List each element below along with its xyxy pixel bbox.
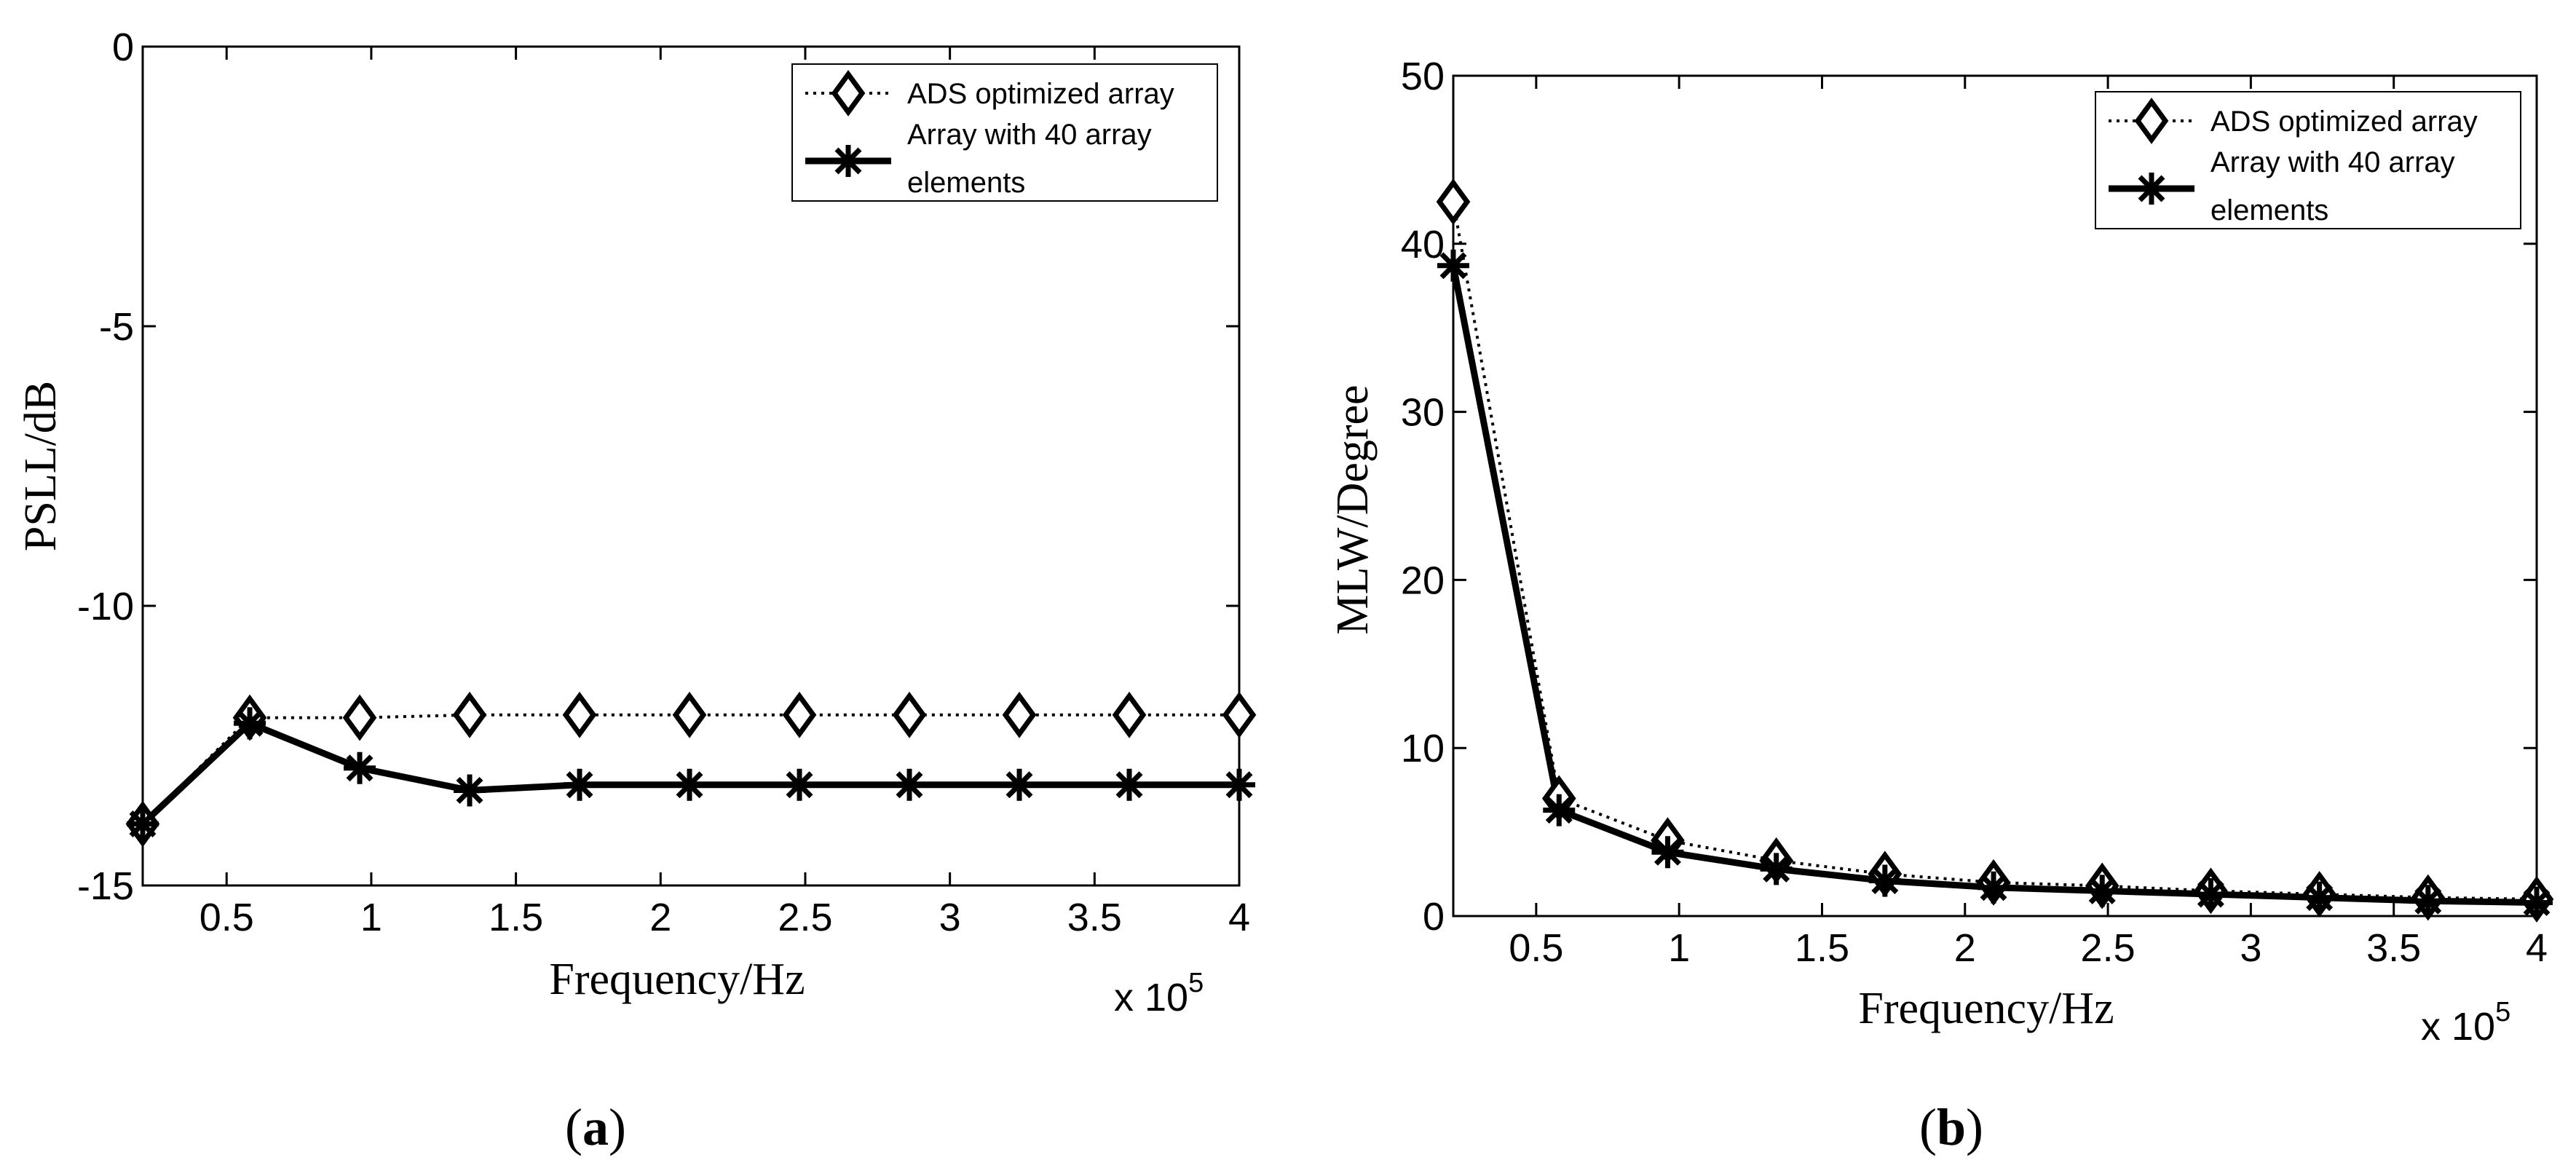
x-tick-label-a: 3.5 (1067, 896, 1122, 939)
point-diamond-a (342, 694, 377, 741)
point-diamond-a (892, 691, 927, 738)
x-tick-label-b: 2 (1954, 926, 1976, 970)
x-tick-label-a: 1 (360, 896, 382, 939)
legend-b-label-series-2-line-1: Array with 40 array (2210, 146, 2455, 178)
x-tick-label-a: 2.5 (778, 896, 832, 939)
y-tick-label-b: 50 (1401, 55, 1445, 98)
point-diamond-a (782, 691, 817, 738)
point-asterisk-a (127, 808, 159, 840)
point-diamond-a (672, 691, 707, 738)
x-tick-label-b: 1.5 (1795, 926, 1849, 970)
x-tick-label-b: 4 (2526, 926, 2548, 970)
point-diamond-a (1222, 691, 1257, 738)
x-tick-label-b: 3 (2240, 926, 2261, 970)
y-tick-label-b: 40 (1401, 223, 1445, 267)
y-tick-label-a: 0 (112, 25, 134, 69)
legend-b-marker-series-1 (2134, 98, 2169, 144)
xlabel-a: Frequency/Hz (549, 955, 805, 1004)
point-asterisk-a (1223, 768, 1255, 801)
x-multiplier-a: x 105 (1114, 968, 1204, 1019)
point-asterisk-b (2411, 885, 2444, 918)
legend-box-b (2095, 91, 2521, 229)
x-tick-label-b: 2.5 (2081, 926, 2136, 970)
x-multiplier-b: x 105 (2421, 997, 2510, 1049)
point-diamond-a (562, 691, 597, 738)
legend-b: ADS optimized array Array with 40 array … (2095, 91, 2521, 229)
ylabel-a: PSLL/dB (16, 381, 66, 551)
ylabel-b: MLW/Degree (1328, 384, 1378, 634)
point-asterisk-b (1543, 794, 1576, 826)
xlabel-b: Frequency/Hz (1858, 984, 2114, 1033)
marks-a: 0.5 1 1.5 2 2.5 3 3.5 4 0 -5 -10 -15 (77, 25, 1257, 939)
legend-b-marker-series-2 (2136, 173, 2168, 205)
legend-a-label-series-2-line-1: Array with 40 array (907, 119, 1152, 151)
y-tick-label-a: -5 (99, 305, 134, 349)
point-asterisk-a (673, 768, 706, 801)
point-asterisk-a (1003, 768, 1036, 801)
point-asterisk-a (234, 707, 266, 740)
y-tick-label-a: -10 (77, 585, 134, 628)
point-diamond-a (1002, 691, 1037, 738)
x-tick-label-a: 3 (939, 896, 961, 939)
y-tick-label-b: 30 (1401, 391, 1445, 435)
legend-b-label-series-1: ADS optimized array (2210, 106, 2478, 138)
x-tick-label-a: 0.5 (199, 896, 254, 939)
y-tick-label-b: 10 (1401, 727, 1445, 770)
point-asterisk-a (893, 768, 926, 801)
point-asterisk-b (1868, 864, 1901, 897)
legend-a-marker-series-2 (832, 145, 864, 177)
point-asterisk-a (344, 751, 376, 784)
x-tick-label-b: 1 (1668, 926, 1690, 970)
x-tick-label-a: 4 (1228, 896, 1250, 939)
point-asterisk-b (1978, 871, 2010, 904)
point-asterisk-b (2521, 886, 2553, 919)
legend-a-label-series-2-line-2: elements (907, 167, 1025, 199)
x-tick-label-a: 1.5 (489, 896, 543, 939)
y-tick-label-b: 20 (1401, 559, 1445, 602)
legend-b-label-series-2-line-2: elements (2210, 194, 2328, 226)
legend-box-a (791, 63, 1218, 202)
y-tick-label-a: -15 (77, 864, 134, 908)
point-asterisk-b (1437, 249, 1469, 282)
point-asterisk-b (1760, 853, 1793, 885)
panel-caption-b: (b) (1919, 1098, 1983, 1156)
panel-a: 0.5 1 1.5 2 2.5 3 3.5 4 0 -5 -10 -15 PSLL/dB Freque… (16, 25, 1257, 1156)
legend-a-label-series-1: ADS optimized array (907, 78, 1174, 110)
point-asterisk-b (2194, 877, 2227, 910)
point-asterisk-a (783, 768, 816, 801)
point-asterisk-a (1113, 768, 1146, 801)
x-tick-label-b: 3.5 (2366, 926, 2421, 970)
point-diamond-a (1112, 691, 1147, 738)
point-asterisk-b (2303, 881, 2336, 914)
legend-a-marker-series-1 (831, 70, 866, 117)
panel-caption-a: (a) (565, 1098, 626, 1156)
y-tick-label-b: 0 (1423, 895, 1445, 939)
legend-a: ADS optimized array Array with 40 array … (791, 63, 1218, 202)
point-asterisk-a (454, 774, 486, 807)
x-tick-label-b: 0.5 (1509, 926, 1563, 970)
point-asterisk-b (1651, 836, 1684, 869)
x-tick-label-a: 2 (649, 896, 671, 939)
point-diamond-a (452, 691, 487, 738)
point-asterisk-b (2086, 875, 2119, 907)
point-diamond-b (1436, 178, 1471, 226)
point-asterisk-a (564, 768, 596, 801)
